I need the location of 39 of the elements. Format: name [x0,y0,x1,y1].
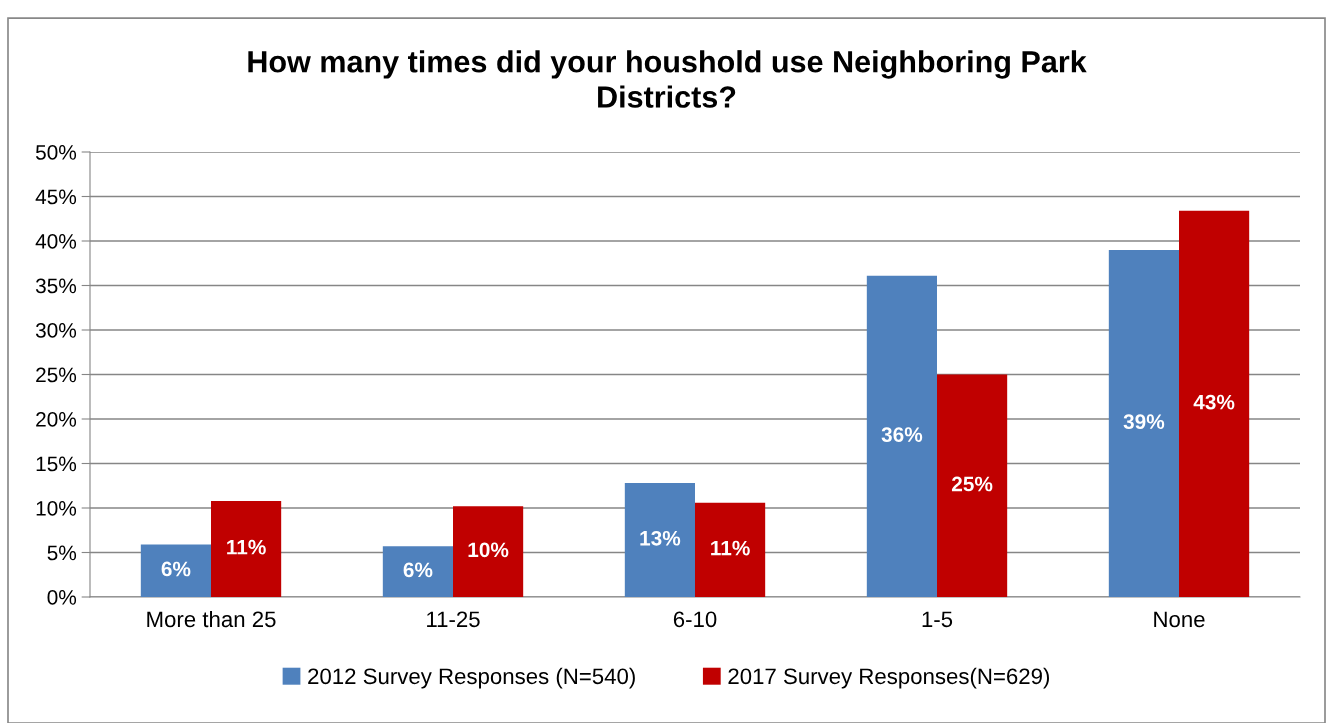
x-tick-label: 1-5 [922,611,953,628]
bar [453,506,524,597]
bar [211,500,282,597]
data-label: 36% [881,427,923,442]
bar [624,483,695,597]
x-tick-label: More than 25 [147,610,276,628]
legend-label: 2012 Survey Responses (N=540) [308,667,635,689]
y-tick-label: 50% [35,145,77,160]
y-tick-label: 20% [36,412,77,427]
y-tick-label: 5% [47,545,77,561]
data-label: 6% [403,562,433,578]
chart-title: How many times did your houshold use Neighboring Park Districts? [248,50,1087,108]
y-tick-label: 10% [36,501,77,516]
data-label: 6% [161,561,191,577]
legend-label: 2017 Survey Responses(N=629) [728,667,1050,689]
x-tick-label: 11-25 [427,611,480,628]
data-label: 39% [1123,414,1165,430]
y-tick-label: 45% [35,189,77,205]
data-label: 25% [951,476,993,492]
bar [382,546,453,597]
bar [937,374,1008,597]
data-label: 11% [711,540,750,556]
data-label: 13% [640,530,681,546]
data-label: 11% [227,539,266,555]
data-label: 43% [1193,394,1235,410]
x-tick-label: 6-10 [673,611,717,628]
y-tick-label: 40% [35,234,77,249]
y-tick-label: 15% [36,456,77,472]
y-tick-label: 25% [36,367,77,383]
y-tick-label: 35% [35,278,77,294]
bar [140,544,211,597]
y-tick-label: 0% [47,590,77,605]
data-label: 10% [468,542,509,558]
bar [1108,249,1179,597]
y-tick-label: 30% [35,323,77,338]
bar [695,502,766,597]
bar [866,275,937,597]
bar [1179,210,1250,597]
x-tick-label: None [1154,611,1205,628]
